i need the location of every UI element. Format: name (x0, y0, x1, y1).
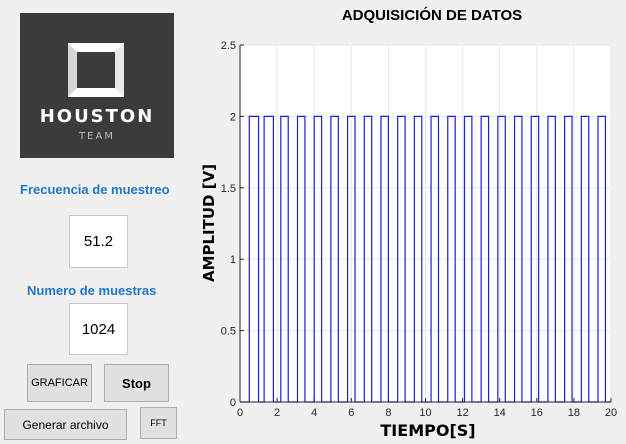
logo-subtitle: TEAM (79, 131, 115, 142)
x-tick-label: 18 (568, 407, 580, 419)
x-tick-label: 0 (237, 407, 243, 419)
x-tick-label: 20 (605, 407, 617, 419)
y-tick-label: 1 (230, 254, 236, 266)
generar-archivo-button[interactable]: Generar archivo (4, 409, 127, 440)
y-tick-label: 1.5 (221, 183, 236, 195)
chart-title: ADQUISICIÓN DE DATOS (342, 6, 522, 24)
x-tick-label: 14 (494, 407, 506, 419)
x-axis-label: TIEMPO[S] (380, 421, 475, 440)
x-tick-label: 4 (311, 407, 317, 419)
x-tick-label: 10 (419, 407, 431, 419)
fft-button[interactable]: FFT (140, 407, 177, 439)
y-axis-label: AMPLITUD [V] (200, 164, 218, 282)
logo-title: HOUSTON (39, 106, 155, 127)
y-tick-label: 2 (230, 111, 236, 123)
y-tick-label: 0.5 (221, 326, 236, 338)
stop-button[interactable]: Stop (104, 364, 169, 402)
logo-square-icon (68, 43, 124, 97)
samples-label: Numero de muestras (27, 283, 157, 298)
x-tick-label: 16 (531, 407, 543, 419)
x-tick-label: 8 (385, 407, 391, 419)
axis-ticks: 0 2 4 6 8 10 12 14 16 18 20 0 0.5 1 1.5 2 2.5 (221, 40, 617, 419)
houston-team-logo: HOUSTON TEAM (20, 13, 174, 158)
freq-input[interactable]: 51.2 (69, 215, 128, 268)
x-tick-label: 6 (348, 407, 354, 419)
y-tick-label: 2.5 (221, 40, 236, 52)
freq-label: Frecuencia de muestreo (20, 182, 170, 197)
x-tick-label: 12 (456, 407, 468, 419)
graficar-button[interactable]: GRAFICAR (27, 364, 92, 402)
y-tick-label: 0 (230, 397, 236, 409)
x-tick-label: 2 (274, 407, 280, 419)
samples-input[interactable]: 1024 (69, 303, 128, 355)
